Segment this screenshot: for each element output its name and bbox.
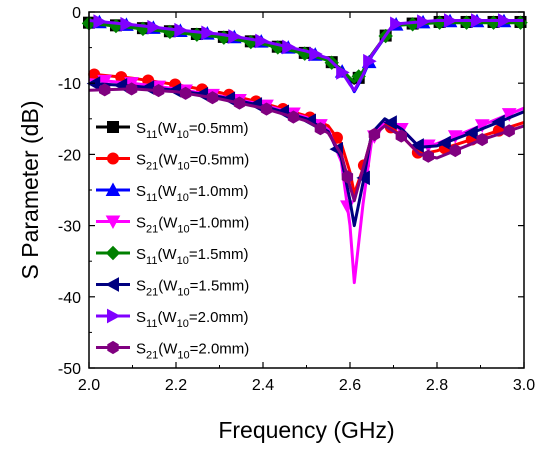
data-point bbox=[152, 84, 165, 98]
data-point bbox=[125, 82, 138, 96]
legend-marker bbox=[107, 152, 119, 165]
x-axis-title: Frequency (GHz) bbox=[218, 417, 394, 443]
data-point bbox=[363, 53, 377, 69]
legend-label: S21(W10=2.0mm) bbox=[136, 341, 249, 362]
x-tick-label: 2.2 bbox=[165, 377, 187, 394]
data-point bbox=[228, 29, 242, 44]
data-point bbox=[395, 129, 407, 143]
data-point bbox=[99, 83, 111, 97]
data-point bbox=[476, 133, 488, 147]
data-point bbox=[497, 13, 512, 28]
data-point bbox=[417, 14, 431, 30]
data-point bbox=[336, 65, 350, 80]
y-tick-label: -30 bbox=[58, 219, 81, 236]
legend-marker bbox=[105, 245, 121, 261]
data-point bbox=[206, 91, 219, 105]
legend-item: S11(W10=0.5mm) bbox=[96, 120, 248, 141]
data-point bbox=[120, 16, 134, 32]
data-point bbox=[233, 96, 246, 110]
data-point bbox=[314, 122, 327, 136]
data-point bbox=[309, 46, 323, 62]
data-point bbox=[97, 74, 112, 89]
legend: S11(W10=0.5mm) S21(W10=0.5mm) S11(W10=1.0m… bbox=[96, 120, 249, 362]
legend-label: S11(W10=0.5mm) bbox=[136, 120, 248, 141]
legend-item: S21(W10=1.0mm) bbox=[96, 215, 249, 236]
legend-item: S11(W10=1.0mm) bbox=[96, 182, 248, 204]
legend-marker bbox=[107, 308, 121, 324]
data-point bbox=[179, 86, 192, 100]
data-point bbox=[444, 13, 458, 28]
data-point bbox=[255, 33, 269, 49]
series-line bbox=[88, 78, 525, 285]
data-point bbox=[464, 125, 478, 141]
legend-label: S11(W10=1.0mm) bbox=[136, 183, 248, 204]
data-point bbox=[410, 138, 424, 153]
legend-item: S21(W10=1.5mm) bbox=[96, 277, 249, 299]
x-tick-label: 2.6 bbox=[339, 377, 361, 394]
series-layer bbox=[81, 13, 528, 285]
y-axis: 0 -10 -20 -30 -40 -50 bbox=[58, 5, 524, 378]
y-tick-label: -10 bbox=[58, 76, 81, 93]
legend-marker bbox=[105, 182, 121, 196]
legend-marker bbox=[105, 215, 121, 230]
data-point bbox=[390, 16, 404, 32]
series-S11(W10=2.0mm) bbox=[88, 13, 524, 92]
data-point bbox=[422, 149, 434, 163]
legend-marker bbox=[105, 277, 119, 292]
y-tick-label: -40 bbox=[58, 290, 81, 307]
series-S21(W10=1.0mm) bbox=[88, 74, 525, 285]
data-point bbox=[474, 119, 490, 133]
series-line bbox=[88, 19, 524, 92]
x-tick-label: 2.0 bbox=[78, 377, 100, 394]
data-point bbox=[449, 143, 461, 158]
plot-frame bbox=[88, 11, 525, 369]
data-point bbox=[287, 110, 300, 124]
data-point bbox=[201, 25, 215, 41]
data-point bbox=[491, 114, 505, 130]
legend-label: S11(W10=2.0mm) bbox=[136, 309, 248, 330]
data-point bbox=[368, 127, 381, 142]
series-S21(W10=2.0mm) bbox=[88, 82, 525, 203]
data-point bbox=[341, 170, 354, 184]
y-tick-label: -50 bbox=[58, 361, 81, 378]
legend-label: S21(W10=1.0mm) bbox=[136, 215, 249, 236]
y-axis-title: S Parameter (dB) bbox=[17, 101, 43, 280]
data-point bbox=[501, 108, 517, 122]
data-point bbox=[174, 22, 188, 38]
data-point bbox=[356, 170, 370, 186]
legend-item: S21(W10=0.5mm) bbox=[96, 152, 249, 173]
y-tick-label: -20 bbox=[58, 147, 81, 164]
data-point bbox=[503, 124, 515, 138]
data-point bbox=[471, 13, 485, 28]
data-point bbox=[282, 39, 296, 55]
legend-marker bbox=[107, 121, 119, 133]
x-axis: 2.0 2.2 2.4 2.6 2.8 3.0 bbox=[78, 12, 535, 394]
legend-label: S11(W10=1.5mm) bbox=[136, 246, 248, 267]
data-point bbox=[437, 135, 451, 151]
x-tick-label: 3.0 bbox=[513, 377, 535, 394]
legend-item: S11(W10=1.5mm) bbox=[96, 245, 248, 267]
y-tick-label: 0 bbox=[72, 5, 81, 22]
legend-label: S21(W10=0.5mm) bbox=[136, 152, 249, 173]
data-point bbox=[147, 19, 161, 35]
data-point bbox=[93, 14, 107, 29]
x-tick-label: 2.8 bbox=[426, 377, 448, 394]
data-point bbox=[260, 102, 273, 116]
legend-item: S11(W10=2.0mm) bbox=[96, 308, 248, 330]
legend-label: S21(W10=1.5mm) bbox=[136, 278, 249, 299]
legend-marker bbox=[107, 340, 119, 355]
data-point bbox=[383, 115, 397, 130]
legend-item: S21(W10=2.0mm) bbox=[96, 341, 249, 362]
x-tick-label: 2.4 bbox=[252, 377, 274, 394]
